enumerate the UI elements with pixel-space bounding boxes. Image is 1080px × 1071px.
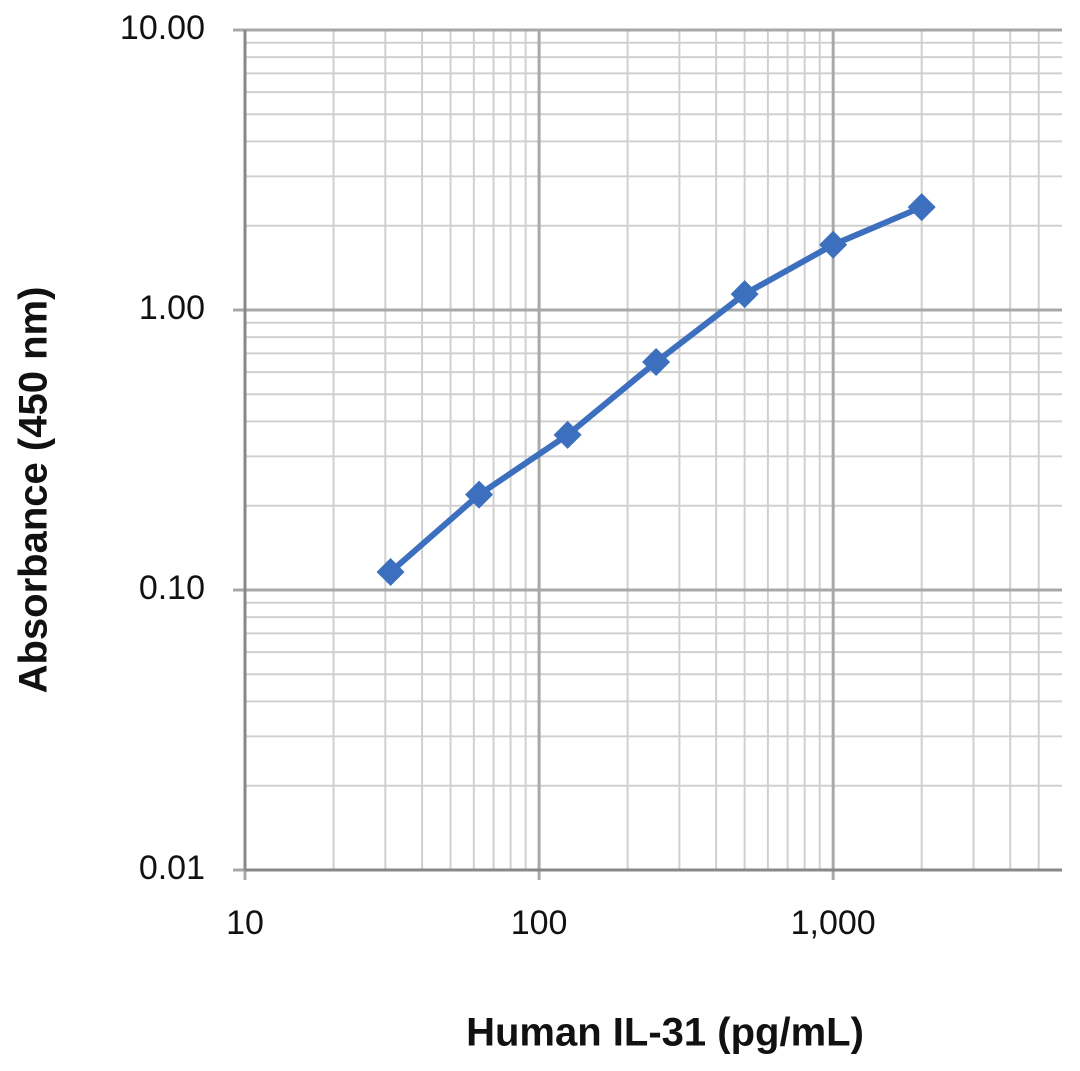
x-tick-label: 10 bbox=[226, 904, 264, 942]
data-point bbox=[642, 348, 671, 377]
data-point bbox=[465, 480, 494, 509]
y-tick-label: 0.01 bbox=[139, 849, 205, 887]
y-axis-title: Absorbance (450 nm) bbox=[12, 287, 56, 694]
x-axis-title: Human IL-31 (pg/mL) bbox=[466, 1011, 864, 1055]
y-tick-label: 0.10 bbox=[139, 569, 205, 607]
data-point bbox=[907, 193, 936, 222]
data-line bbox=[388, 204, 923, 575]
y-tick-label: 10.00 bbox=[120, 9, 205, 47]
x-tick-label: 1,000 bbox=[791, 904, 876, 942]
data-point bbox=[730, 280, 759, 309]
y-tick-label: 1.00 bbox=[139, 289, 205, 327]
data-point bbox=[553, 420, 582, 449]
data-point bbox=[819, 230, 848, 259]
x-tick-label: 100 bbox=[511, 904, 568, 942]
data-point bbox=[376, 557, 405, 586]
